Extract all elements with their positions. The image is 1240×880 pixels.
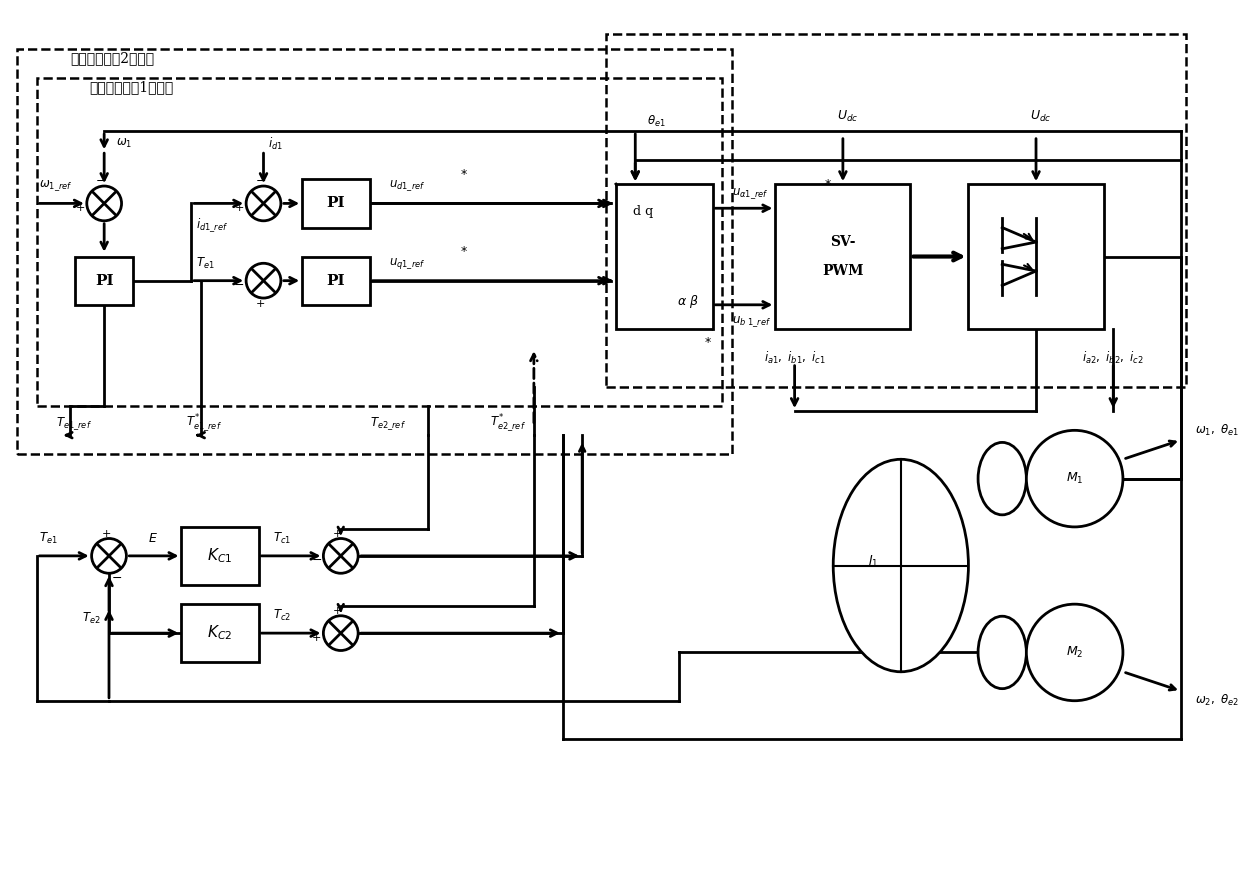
Text: SV-: SV- bbox=[830, 235, 856, 249]
Text: $T_{e1\_ref}^{*}$: $T_{e1\_ref}^{*}$ bbox=[186, 413, 222, 435]
Text: −: − bbox=[112, 572, 122, 584]
Circle shape bbox=[92, 539, 126, 573]
Text: $*$: $*$ bbox=[460, 166, 469, 179]
Text: −: − bbox=[255, 175, 265, 187]
Text: $E$: $E$ bbox=[148, 532, 157, 545]
Text: PI: PI bbox=[326, 196, 345, 210]
Bar bbox=[76, 257, 133, 304]
Text: PI: PI bbox=[326, 274, 345, 288]
Text: 永磁同步电机1控制环: 永磁同步电机1控制环 bbox=[89, 81, 174, 94]
Text: $*$: $*$ bbox=[460, 243, 469, 256]
Text: +: + bbox=[102, 529, 110, 539]
Text: $\omega_{1\_ref}$: $\omega_{1\_ref}$ bbox=[40, 179, 73, 194]
Circle shape bbox=[246, 263, 281, 298]
Text: $\omega_1$: $\omega_1$ bbox=[115, 137, 133, 150]
Text: −: − bbox=[234, 279, 244, 292]
Text: $\theta_{e1}$: $\theta_{e1}$ bbox=[647, 114, 666, 128]
Text: $U_{dc}$: $U_{dc}$ bbox=[837, 109, 858, 124]
Text: +: + bbox=[312, 633, 321, 643]
Text: $i_{a1},\ i_{b1},\ i_{c1}$: $i_{a1},\ i_{b1},\ i_{c1}$ bbox=[764, 350, 826, 366]
Text: $M_2$: $M_2$ bbox=[1066, 645, 1084, 660]
Text: $T_{e1}$: $T_{e1}$ bbox=[40, 531, 58, 546]
Bar bbox=[303, 180, 370, 228]
Text: $T_{e1}$: $T_{e1}$ bbox=[196, 256, 215, 271]
Bar bbox=[303, 257, 370, 304]
Circle shape bbox=[1027, 430, 1123, 527]
Text: $\alpha\ \beta$: $\alpha\ \beta$ bbox=[677, 293, 699, 311]
Text: $T_{c1}$: $T_{c1}$ bbox=[273, 531, 291, 546]
Bar bbox=[181, 527, 259, 585]
Text: +: + bbox=[334, 606, 342, 616]
Text: +: + bbox=[234, 203, 244, 213]
Text: $u_{b\ 1\_ref}$: $u_{b\ 1\_ref}$ bbox=[732, 314, 771, 328]
Text: $T_{e1\_ref}$: $T_{e1\_ref}$ bbox=[56, 415, 92, 432]
Text: 永磁同步电机2控制环: 永磁同步电机2控制环 bbox=[71, 52, 155, 66]
Text: —: — bbox=[884, 561, 895, 570]
Text: $\omega_1,\ \theta_{e1}$: $\omega_1,\ \theta_{e1}$ bbox=[1195, 422, 1239, 438]
Text: $\omega_2,\ \theta_{e2}$: $\omega_2,\ \theta_{e2}$ bbox=[1195, 693, 1239, 708]
Text: −: − bbox=[311, 554, 322, 568]
Circle shape bbox=[246, 186, 281, 221]
Text: $J_1$: $J_1$ bbox=[866, 553, 878, 568]
Bar bbox=[968, 184, 1104, 329]
Text: +: + bbox=[76, 203, 84, 213]
Text: $T_{e2}$: $T_{e2}$ bbox=[82, 611, 100, 627]
Text: $i_{a2},\ i_{b2},\ i_{c2}$: $i_{a2},\ i_{b2},\ i_{c2}$ bbox=[1083, 350, 1145, 366]
Bar bbox=[17, 49, 732, 454]
Text: $u_{d1\_ref}$: $u_{d1\_ref}$ bbox=[389, 179, 425, 194]
Text: $T_{e2\_ref}^{*}$: $T_{e2\_ref}^{*}$ bbox=[491, 413, 527, 435]
Text: $K_{C1}$: $K_{C1}$ bbox=[207, 546, 233, 565]
Text: +: + bbox=[255, 299, 265, 309]
Text: $*$: $*$ bbox=[704, 334, 712, 347]
Text: $T_{c2}$: $T_{c2}$ bbox=[273, 608, 291, 623]
Text: PWM: PWM bbox=[822, 264, 863, 278]
Bar bbox=[181, 605, 259, 662]
Text: d q: d q bbox=[632, 205, 653, 217]
Text: $u_{q1\_ref}$: $u_{q1\_ref}$ bbox=[389, 256, 425, 271]
Circle shape bbox=[324, 616, 358, 650]
Text: $*$: $*$ bbox=[825, 176, 832, 188]
Circle shape bbox=[324, 539, 358, 573]
Bar bbox=[36, 78, 722, 407]
Text: $U_{dc}$: $U_{dc}$ bbox=[1030, 109, 1052, 124]
Bar bbox=[616, 184, 713, 329]
Text: $i_{d1\_ref}$: $i_{d1\_ref}$ bbox=[196, 216, 228, 233]
Text: $u_{\alpha 1\_ref}$: $u_{\alpha 1\_ref}$ bbox=[732, 187, 769, 202]
Text: $K_{C2}$: $K_{C2}$ bbox=[207, 624, 233, 642]
Bar bbox=[775, 184, 910, 329]
Text: $M_1$: $M_1$ bbox=[1066, 471, 1084, 486]
Ellipse shape bbox=[978, 616, 1027, 689]
Text: $T_{e2\_ref}$: $T_{e2\_ref}$ bbox=[370, 415, 405, 432]
Text: $i_{d1}$: $i_{d1}$ bbox=[268, 136, 283, 151]
Circle shape bbox=[1027, 605, 1123, 700]
Text: PI: PI bbox=[94, 274, 114, 288]
Ellipse shape bbox=[833, 459, 968, 671]
Circle shape bbox=[87, 186, 122, 221]
Text: +: + bbox=[334, 529, 342, 539]
Text: −: − bbox=[95, 175, 107, 187]
Ellipse shape bbox=[978, 443, 1027, 515]
Bar bbox=[606, 34, 1185, 387]
